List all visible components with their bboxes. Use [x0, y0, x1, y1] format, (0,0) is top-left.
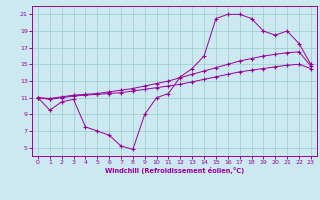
X-axis label: Windchill (Refroidissement éolien,°C): Windchill (Refroidissement éolien,°C): [105, 167, 244, 174]
